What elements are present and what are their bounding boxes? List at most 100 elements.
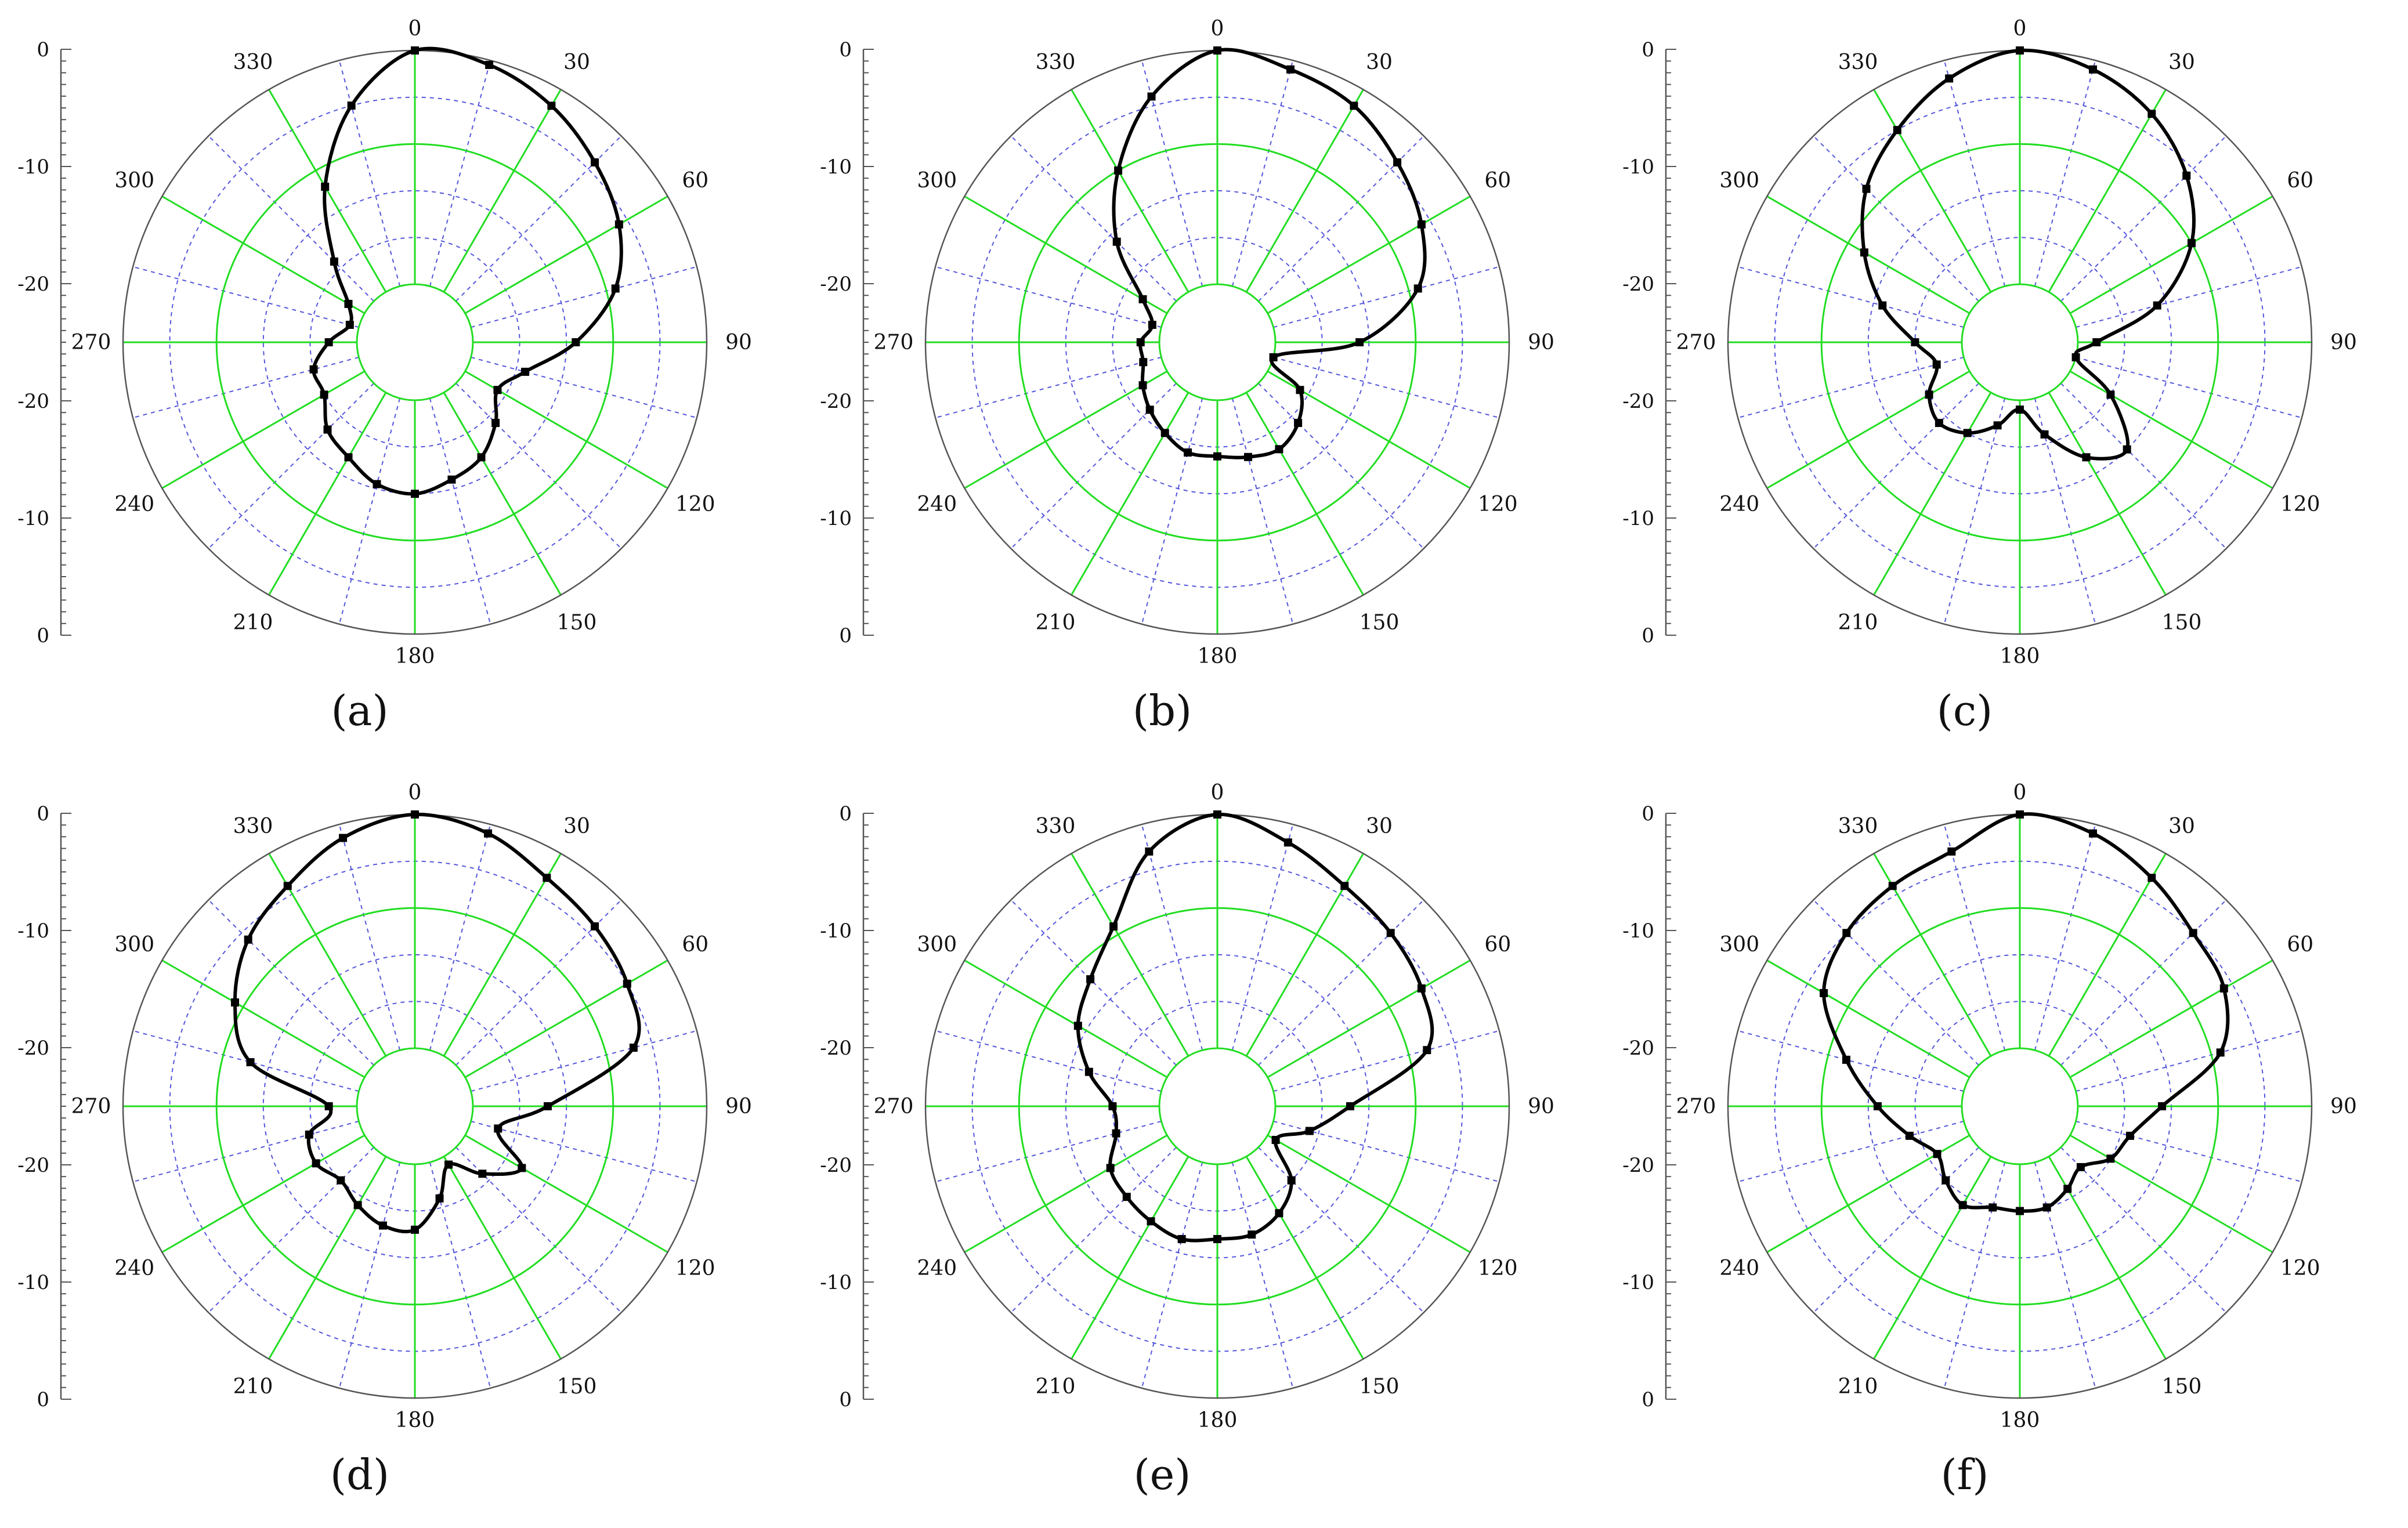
trace-marker — [1820, 989, 1828, 997]
trace-marker — [2153, 301, 2161, 310]
trace-marker — [1114, 166, 1123, 175]
minor-spoke — [429, 398, 491, 625]
angle-label-0: 0 — [2013, 781, 2027, 805]
minor-spoke — [1813, 135, 1979, 302]
major-ring — [1961, 283, 2079, 401]
minor-spoke — [935, 1030, 1162, 1092]
spoke-150 — [443, 392, 562, 596]
trace-marker — [1393, 158, 1402, 166]
angle-label-0: 0 — [408, 781, 422, 805]
spoke-60 — [2069, 959, 2273, 1078]
scale-label: 0 — [1642, 38, 1654, 61]
angle-label-240: 240 — [917, 493, 957, 516]
trace-marker — [320, 390, 328, 399]
scale-label: -10 — [820, 155, 852, 179]
trace-marker — [1294, 419, 1303, 428]
trace-marker — [2071, 353, 2080, 361]
trace-marker — [572, 338, 580, 346]
polar-chart-d: 0 -10 -20 -20 -10 0 0 30 60 90 120 150 180 210 240 270 3… — [17, 781, 752, 1499]
trace-marker — [321, 182, 330, 191]
spoke-30 — [443, 89, 562, 293]
trace-marker — [231, 998, 240, 1007]
trace-marker — [447, 475, 456, 484]
angle-label-240: 240 — [114, 1257, 154, 1280]
scale-label: 0 — [37, 1388, 49, 1411]
polar-chart-c: 0 -10 -20 -20 -10 0 0 30 60 90 120 150 180 210 240 270 3… — [1622, 17, 2357, 735]
trace-marker — [1286, 65, 1295, 74]
trace-marker — [1213, 46, 1221, 55]
trace-marker — [2042, 1203, 2051, 1212]
trace-markers — [1860, 46, 2196, 462]
minor-spoke — [1273, 266, 1500, 328]
trace-marker — [324, 338, 333, 346]
minor-spoke — [1231, 824, 1294, 1051]
minor-spoke — [1010, 135, 1177, 302]
minor-spoke — [2060, 899, 2227, 1066]
angle-label-90: 90 — [725, 331, 752, 354]
scale-label: 0 — [1642, 1388, 1654, 1411]
trace-marker — [1112, 237, 1121, 246]
spoke-300 — [161, 195, 366, 314]
spoke-210 — [1873, 1156, 1992, 1360]
scale-label: -20 — [1622, 1154, 1654, 1177]
trace-marker — [1147, 92, 1156, 101]
minor-spoke — [1010, 1147, 1177, 1313]
trace-marker — [547, 102, 556, 110]
angle-label-330: 330 — [233, 50, 273, 74]
scale-label: -10 — [820, 919, 852, 943]
trace-marker — [1935, 419, 1943, 428]
minor-spoke — [1813, 899, 1979, 1066]
trace-marker — [623, 979, 631, 988]
minor-spoke — [2076, 1030, 2302, 1092]
minor-spoke — [208, 383, 374, 549]
trace-marker — [1138, 295, 1147, 303]
angle-label-0: 0 — [1211, 781, 1224, 805]
scale-label: -20 — [820, 1037, 852, 1060]
trace-marker — [1413, 284, 1422, 293]
spoke-150 — [2048, 392, 2167, 596]
trace-marker — [337, 1176, 345, 1185]
minor-spoke — [429, 1162, 491, 1389]
spoke-60 — [1267, 195, 1471, 314]
minor-spoke — [338, 1162, 401, 1389]
trace-marker — [1122, 1193, 1131, 1201]
spoke-300 — [964, 959, 1168, 1078]
trace-marker — [1842, 929, 1851, 937]
angle-label-120: 120 — [675, 1257, 715, 1280]
angle-label-180: 180 — [2000, 1408, 2040, 1432]
minor-spoke — [1273, 1120, 1500, 1183]
scale-label: -10 — [1622, 1271, 1654, 1294]
trace-marker — [2219, 984, 2228, 993]
spoke-300 — [161, 959, 366, 1078]
scale-label: -10 — [820, 507, 852, 530]
minor-spoke — [2076, 1120, 2302, 1183]
trace-marker — [1945, 74, 1954, 83]
minor-spoke — [1943, 824, 2006, 1051]
trace-marker — [1184, 448, 1192, 457]
trace-marker — [378, 1221, 387, 1230]
minor-spoke — [208, 899, 374, 1066]
minor-spoke — [2034, 398, 2096, 625]
trace-marker — [1109, 922, 1118, 931]
trace-markers — [1112, 46, 1426, 461]
trace-marker — [1108, 1102, 1117, 1110]
pattern-trace — [312, 46, 623, 496]
spoke-60 — [1267, 959, 1471, 1078]
scale-label: -20 — [17, 1037, 49, 1060]
angle-labels: 0 30 60 90 120 150 180 210 240 270 300 330 — [71, 17, 752, 668]
minor-spoke — [455, 135, 622, 302]
angle-label-180: 180 — [1198, 1408, 1238, 1432]
angle-label-60: 60 — [682, 933, 708, 957]
trace-marker — [485, 60, 494, 69]
spoke-60 — [464, 959, 668, 1078]
trace-marker — [1177, 1234, 1186, 1243]
trace-markers — [309, 46, 623, 498]
angle-label-180: 180 — [395, 644, 435, 668]
panel-caption: (e) — [1134, 1450, 1191, 1499]
trace-marker — [2063, 1185, 2072, 1193]
trace-marker — [1933, 1150, 1941, 1158]
trace-marker — [1842, 1055, 1850, 1064]
angle-label-210: 210 — [1036, 611, 1076, 635]
angle-label-150: 150 — [1360, 611, 1400, 635]
